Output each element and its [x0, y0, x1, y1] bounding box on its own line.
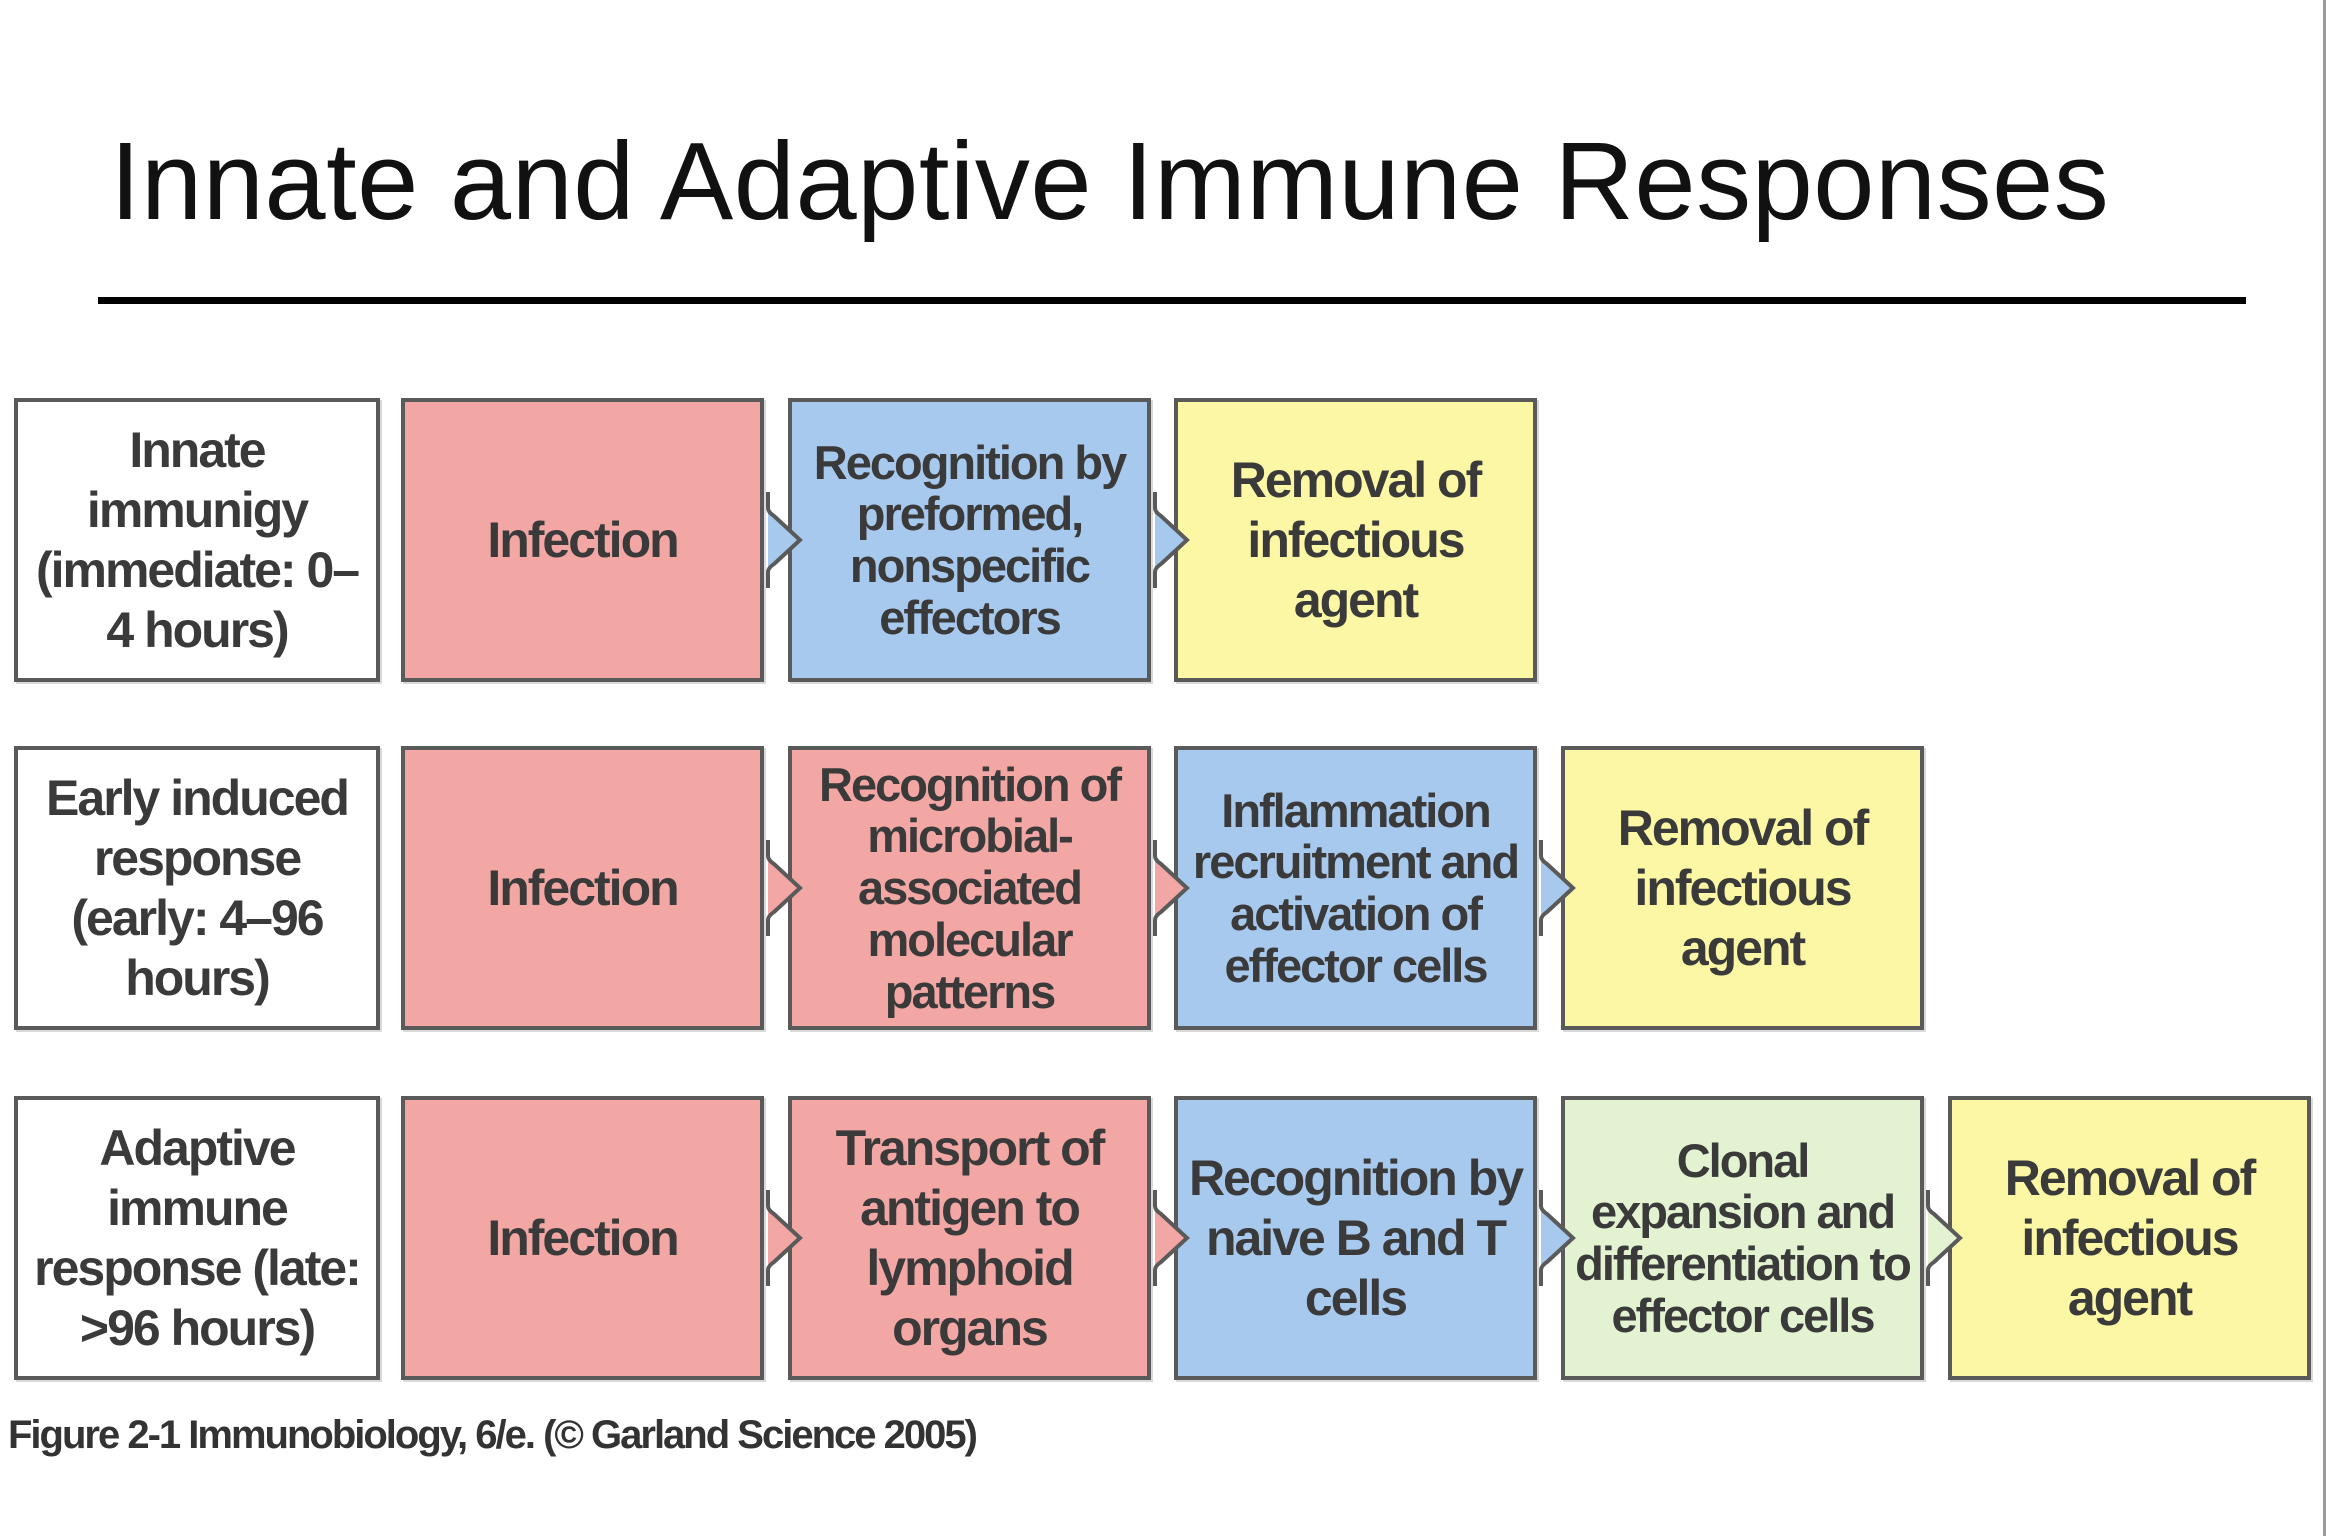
step-infection: Infection: [401, 746, 764, 1030]
step-removal: Removal of infectious agent: [1948, 1096, 2311, 1380]
step-removal: Removal of infectious agent: [1174, 398, 1537, 682]
flow-arrow-icon: [1153, 1190, 1190, 1286]
flow-arrow-icon: [1926, 1190, 1963, 1286]
flow-arrow-icon: [766, 1190, 803, 1286]
flow-arrow-icon: [1153, 840, 1190, 936]
step-infection: Infection: [401, 1096, 764, 1380]
flow-arrow-icon: [766, 840, 803, 936]
slide-edge: [2323, 0, 2326, 1536]
row-label-innate: Innate immunigy (immediate: 0–4 hours): [14, 398, 380, 682]
row-label-early-induced: Early induced response (early: 4–96 hour…: [14, 746, 380, 1030]
flow-arrow-icon: [1539, 1190, 1576, 1286]
step-transport-antigen: Transport of antigen to lymphoid organs: [788, 1096, 1151, 1380]
step-removal: Removal of infectious agent: [1561, 746, 1924, 1030]
step-recognition-patterns: Recognition of microbial-associated mole…: [788, 746, 1151, 1030]
row-label-adaptive: Adaptive immune response (late: >96 hour…: [14, 1096, 380, 1380]
step-recognition-naive-cells: Recognition by naive B and T cells: [1174, 1096, 1537, 1380]
flow-arrow-icon: [1539, 840, 1576, 936]
step-recognition-preformed: Recognition by preformed, nonspecific ef…: [788, 398, 1151, 682]
figure-caption: Figure 2-1 Immunobiology, 6/e. (© Garlan…: [8, 1413, 978, 1457]
step-clonal-expansion: Clonal expansion and differentiation to …: [1561, 1096, 1924, 1380]
step-infection: Infection: [401, 398, 764, 682]
slide-title: Innate and Adaptive Immune Responses: [110, 120, 2110, 243]
flow-arrow-icon: [1153, 492, 1190, 588]
step-inflammation: Inflammation recruitment and activation …: [1174, 746, 1537, 1030]
title-underline: [98, 297, 2246, 304]
flow-arrow-icon: [766, 492, 803, 588]
